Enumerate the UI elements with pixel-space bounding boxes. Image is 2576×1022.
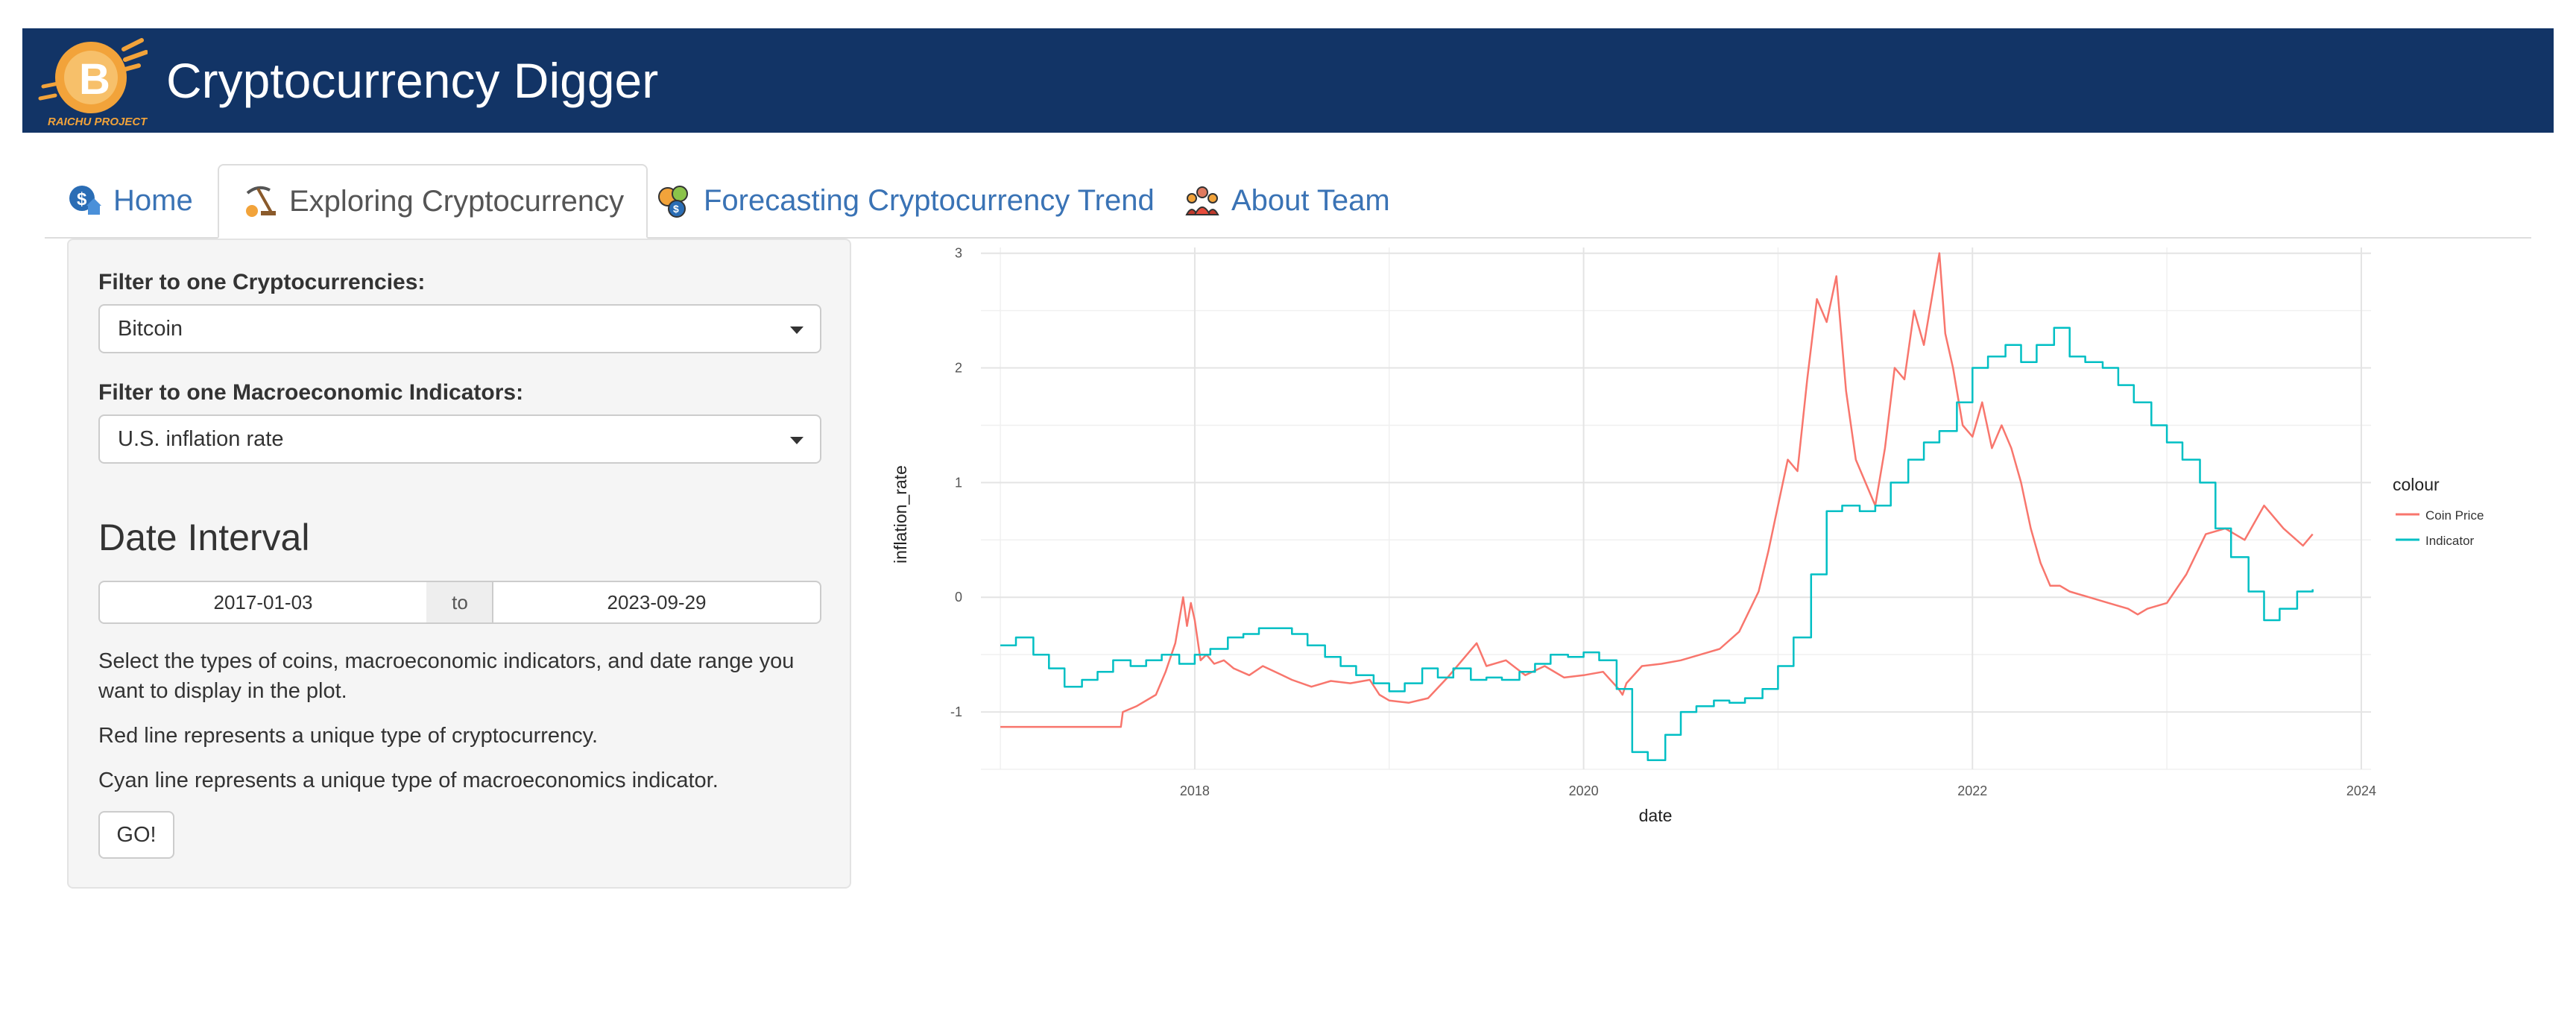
- series-line-coin-price: [1000, 252, 2314, 728]
- indicator-filter-label: Filter to one Macroeconomic Indicators:: [98, 380, 524, 405]
- y-tick-label: 1: [955, 475, 962, 490]
- pickaxe-icon: [246, 186, 276, 217]
- x-axis-label: date: [1639, 806, 1673, 825]
- crypto-select-value: Bitcoin: [118, 317, 183, 341]
- tab-label: Home: [113, 183, 193, 217]
- x-tick-label: 2022: [1957, 783, 1987, 798]
- y-tick-label: 2: [955, 361, 962, 376]
- crypto-select[interactable]: Bitcoin: [98, 304, 821, 353]
- chevron-down-icon: [790, 327, 804, 334]
- y-tick-label: 3: [955, 246, 962, 261]
- coins-icon: $: [658, 186, 688, 218]
- svg-text:$: $: [77, 189, 87, 209]
- series-line-indicator: [1000, 327, 2314, 761]
- y-axis-label: inflation_rate: [891, 465, 910, 564]
- y-tick-label: -1: [950, 704, 962, 719]
- chevron-down-icon: [790, 437, 804, 444]
- y-tick-label: 0: [955, 590, 962, 605]
- navbar: B RAICHU PROJECT Cryptocurrency Digger: [22, 28, 2554, 133]
- date-interval-title: Date Interval: [98, 517, 310, 558]
- chart-lines: [1000, 252, 2314, 761]
- svg-text:$: $: [673, 203, 679, 215]
- legend-label: Coin Price: [2425, 508, 2484, 523]
- tab-exploring-cryptocurrency[interactable]: Exploring Cryptocurrency: [218, 164, 648, 239]
- help-text: Red line represents a unique type of cry…: [98, 724, 599, 748]
- crypto-filter-label: Filter to one Cryptocurrencies:: [98, 270, 426, 294]
- indicator-select[interactable]: U.S. inflation rate: [98, 414, 821, 464]
- app-title: Cryptocurrency Digger: [166, 53, 659, 108]
- bitcoin-icon[interactable]: B RAICHU PROJECT: [36, 34, 148, 128]
- x-tick-label: 2024: [2346, 783, 2376, 798]
- tab-bar: $ Home Exploring Cryptocurrency $ Foreca…: [45, 164, 2531, 239]
- go-button[interactable]: GO!: [98, 811, 174, 859]
- start-date-input[interactable]: 2017-01-03: [98, 581, 428, 624]
- tab-forecasting[interactable]: $ Forecasting Cryptocurrency Trend: [656, 164, 1155, 237]
- help-text: Select the types of coins, macroeconomic…: [98, 649, 795, 703]
- x-tick-label: 2020: [1569, 783, 1599, 798]
- tab-about-team[interactable]: About Team: [1184, 164, 1390, 237]
- help-text: Cyan line represents a unique type of ma…: [98, 769, 719, 792]
- end-date-input[interactable]: 2023-09-29: [492, 581, 821, 624]
- legend-title: colour: [2393, 475, 2440, 494]
- sidebar-panel: Filter to one Cryptocurrencies: Bitcoin …: [67, 239, 851, 889]
- legend-label: Indicator: [2425, 534, 2475, 548]
- team-icon: [1185, 186, 1219, 215]
- indicator-select-value: U.S. inflation rate: [118, 427, 284, 451]
- tab-home[interactable]: $ Home: [66, 164, 193, 237]
- chart: 2018 2020 2022 2024 -1 0 1 2 3 date inflation_ra…: [891, 239, 2554, 835]
- home-dollar-icon: $: [69, 186, 101, 215]
- date-separator: to: [426, 581, 493, 624]
- date-range: 2017-01-03 to 2023-09-29: [98, 581, 821, 624]
- tab-label: Forecasting Cryptocurrency Trend: [704, 183, 1155, 217]
- plot-background: [891, 239, 2554, 835]
- x-tick-label: 2018: [1180, 783, 1210, 798]
- chart-ticks: 2018 2020 2022 2024 -1 0 1 2 3: [950, 246, 2376, 798]
- legend: Coin Price Indicator: [2396, 508, 2484, 548]
- logo-text: RAICHU PROJECT: [48, 116, 148, 128]
- tab-label: Exploring Cryptocurrency: [289, 184, 625, 218]
- tab-label: About Team: [1231, 183, 1390, 217]
- svg-text:B: B: [79, 55, 110, 104]
